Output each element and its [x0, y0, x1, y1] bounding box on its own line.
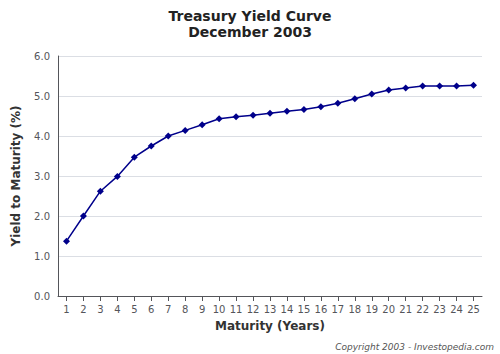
svg-text:20: 20 [382, 304, 395, 315]
svg-text:4.0: 4.0 [34, 131, 50, 142]
svg-text:11: 11 [230, 304, 243, 315]
svg-text:15: 15 [298, 304, 311, 315]
svg-text:3.0: 3.0 [34, 171, 50, 182]
svg-text:14: 14 [281, 304, 294, 315]
svg-text:10: 10 [213, 304, 226, 315]
svg-text:December 2003: December 2003 [188, 24, 312, 40]
svg-text:21: 21 [399, 304, 412, 315]
svg-text:6: 6 [148, 304, 154, 315]
svg-text:2.0: 2.0 [34, 211, 50, 222]
svg-text:4: 4 [114, 304, 120, 315]
svg-text:12: 12 [247, 304, 260, 315]
svg-text:7: 7 [165, 304, 171, 315]
svg-text:13: 13 [264, 304, 277, 315]
svg-text:19: 19 [365, 304, 378, 315]
svg-text:9: 9 [199, 304, 205, 315]
svg-text:1.0: 1.0 [34, 251, 50, 262]
svg-text:3: 3 [97, 304, 103, 315]
svg-text:5: 5 [131, 304, 137, 315]
svg-text:23: 23 [433, 304, 446, 315]
svg-text:24: 24 [450, 304, 463, 315]
svg-text:18: 18 [348, 304, 361, 315]
svg-text:Maturity (Years): Maturity (Years) [215, 319, 325, 333]
svg-text:0.0: 0.0 [34, 291, 50, 302]
svg-text:6.0: 6.0 [34, 51, 50, 62]
svg-text:5.0: 5.0 [34, 91, 50, 102]
svg-text:16: 16 [315, 304, 328, 315]
svg-text:25: 25 [467, 304, 480, 315]
svg-text:Treasury Yield Curve: Treasury Yield Curve [169, 8, 332, 24]
svg-text:22: 22 [416, 304, 429, 315]
svg-text:Copyright 2003 - Investopedia.: Copyright 2003 - Investopedia.com [335, 342, 494, 352]
svg-text:Yield to Maturity (%): Yield to Maturity (%) [9, 105, 23, 247]
svg-text:8: 8 [182, 304, 188, 315]
svg-text:1: 1 [63, 304, 69, 315]
svg-text:2: 2 [80, 304, 86, 315]
svg-text:17: 17 [331, 304, 344, 315]
